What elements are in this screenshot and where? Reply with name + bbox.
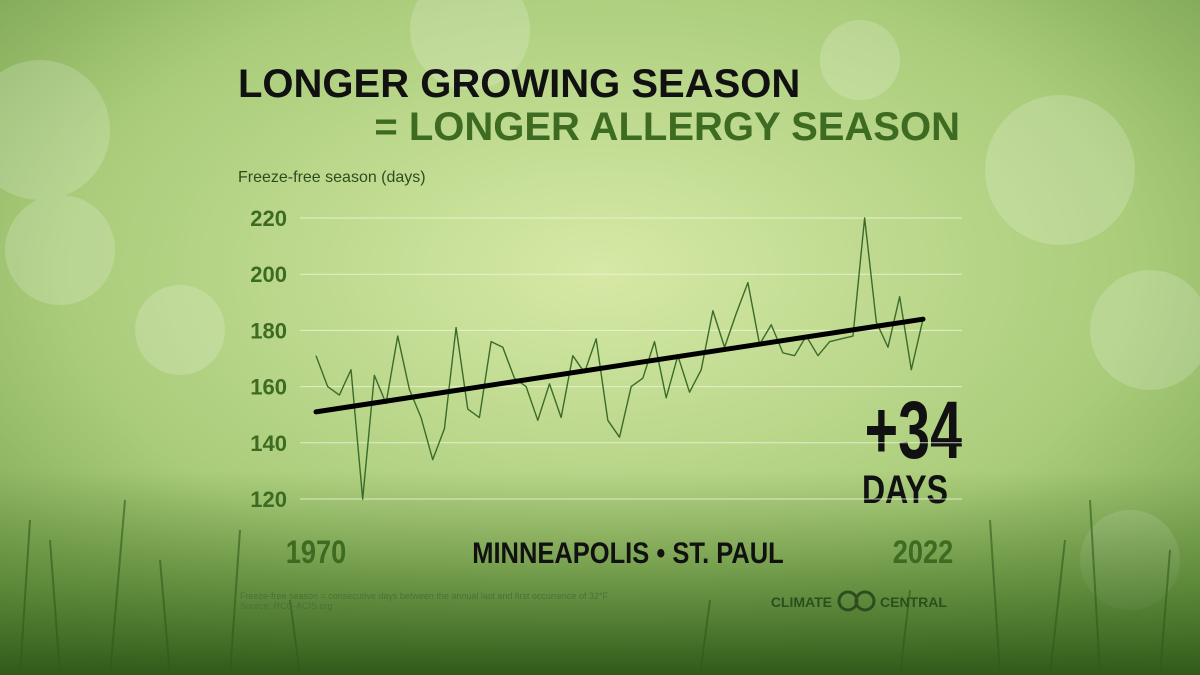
logo-mark [837, 590, 876, 612]
location: MINNEAPOLIS • ST. PAUL [472, 536, 783, 569]
grass-blades [19, 499, 1171, 675]
trend-line [313, 316, 926, 415]
y-tick-label: 160 [250, 375, 287, 400]
bokeh [0, 0, 1200, 610]
y-tick-label: 200 [250, 262, 287, 287]
logo-text: CLIMATE [771, 594, 832, 610]
y-tick-label: 220 [250, 206, 287, 231]
change-value: +34 [865, 384, 962, 476]
logo-text: CENTRAL [880, 594, 947, 610]
change-unit: DAYS [862, 467, 948, 512]
footnote: Freeze-free season = consecutive days be… [240, 591, 609, 601]
x-tick-label: 1970 [286, 535, 346, 571]
y-tick-label: 180 [250, 318, 287, 343]
title: LONGER GROWING SEASON [238, 62, 800, 106]
y-axis-label: Freeze-free season (days) [238, 169, 426, 186]
grass [0, 470, 1200, 675]
data-line [315, 217, 924, 500]
x-tick-label: 2022 [893, 535, 953, 571]
subtitle: = LONGER ALLERGY SEASON [374, 105, 960, 149]
footnote: Source: RCC-ACIS.org [240, 601, 333, 611]
y-tick-label: 140 [250, 431, 287, 456]
y-tick-label: 120 [250, 487, 287, 512]
